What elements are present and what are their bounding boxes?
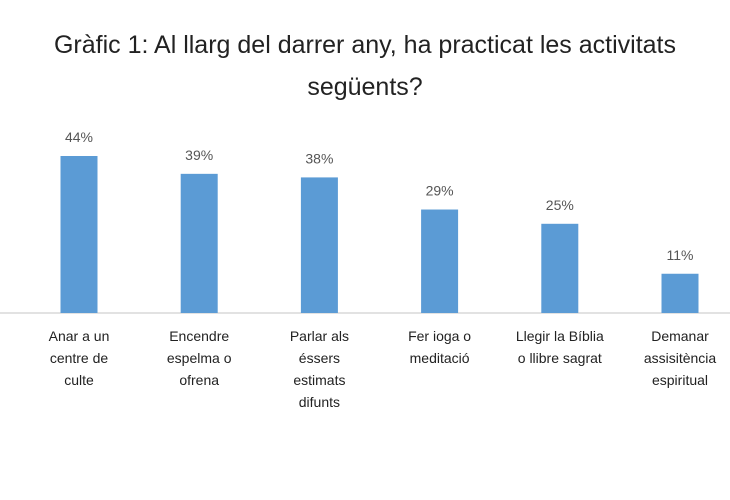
- data-label: 29%: [426, 183, 454, 199]
- data-label: 39%: [185, 147, 213, 163]
- chart-title-line1: Gràfic 1: Al llarg del darrer any, ha pr…: [53, 31, 677, 59]
- category-label: Parlar als éssers estimats difunts: [290, 328, 349, 410]
- bar: [421, 209, 459, 313]
- bar: [300, 177, 338, 313]
- bar: [541, 223, 579, 313]
- category-label: Encendre espelma o ofrena: [167, 328, 232, 388]
- data-label: 38%: [305, 150, 333, 166]
- data-label: 44%: [65, 129, 93, 145]
- category-label: Demanar assisitència espiritual: [644, 328, 717, 388]
- category-label: Llegir la Bíblia o llibre sagrat: [516, 328, 604, 366]
- chart-title: Gràfic 1: Al llarg del darrer any, ha pr…: [0, 24, 730, 108]
- data-label: 25%: [546, 197, 574, 213]
- bar: [661, 273, 699, 313]
- category-label: Anar a un centre de culte: [49, 328, 110, 388]
- bar: [60, 156, 98, 313]
- chart-title-line2: següents?: [307, 73, 423, 101]
- category-label: Fer ioga o meditació: [408, 328, 471, 366]
- bar: [180, 173, 218, 313]
- data-label: 11%: [667, 247, 694, 263]
